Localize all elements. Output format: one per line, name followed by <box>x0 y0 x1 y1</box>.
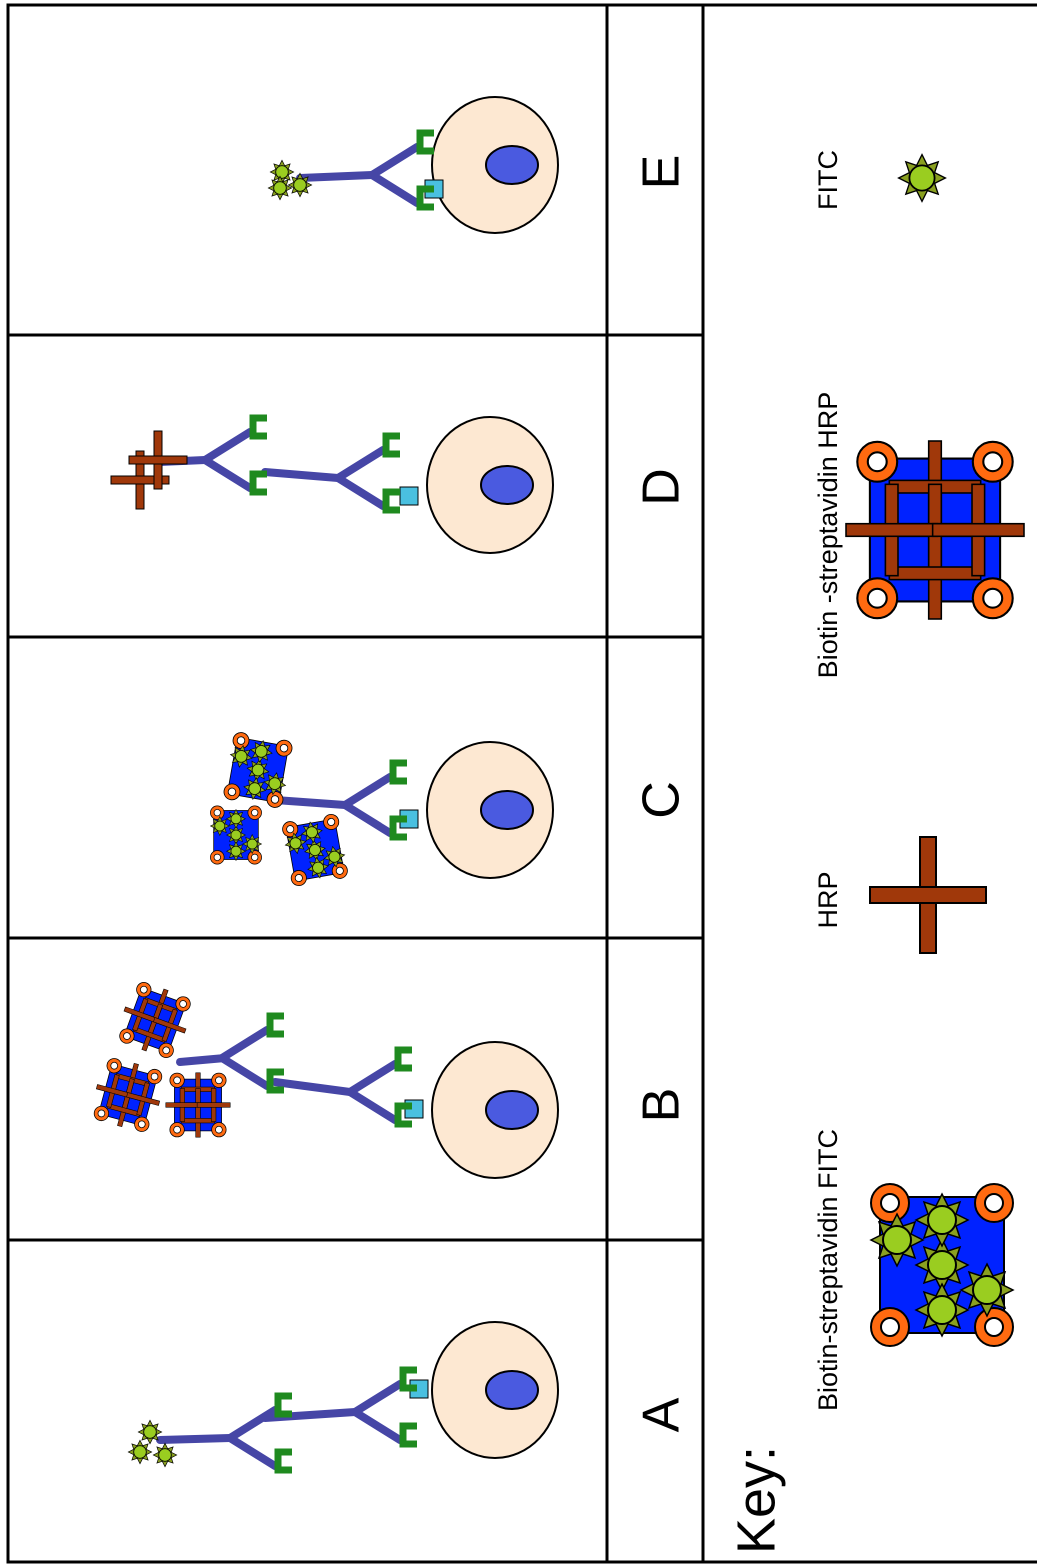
panel-d-drawing <box>111 417 553 553</box>
diagram: A B C D E Key: Biotin-streptavidin FITC … <box>0 0 1037 1564</box>
key-drawings <box>846 155 1024 1346</box>
key-label: FITC <box>813 150 843 210</box>
panel-c-drawing <box>210 731 553 887</box>
panel-b-drawing <box>89 979 558 1178</box>
key-label: Biotin -streptavidin HRP <box>813 392 843 679</box>
panel-label: E <box>633 155 691 190</box>
key-label: Biotin-streptavidin FITC <box>813 1129 843 1411</box>
panel-label: B <box>633 1088 691 1123</box>
key-title: Key: <box>726 1446 786 1554</box>
key-label: HRP <box>813 871 843 928</box>
panel-a-drawing <box>128 1322 558 1470</box>
panel-e-drawing <box>268 97 558 233</box>
panel-label: C <box>633 781 691 819</box>
panel-label: A <box>633 1397 691 1432</box>
panel-label: D <box>633 468 691 506</box>
